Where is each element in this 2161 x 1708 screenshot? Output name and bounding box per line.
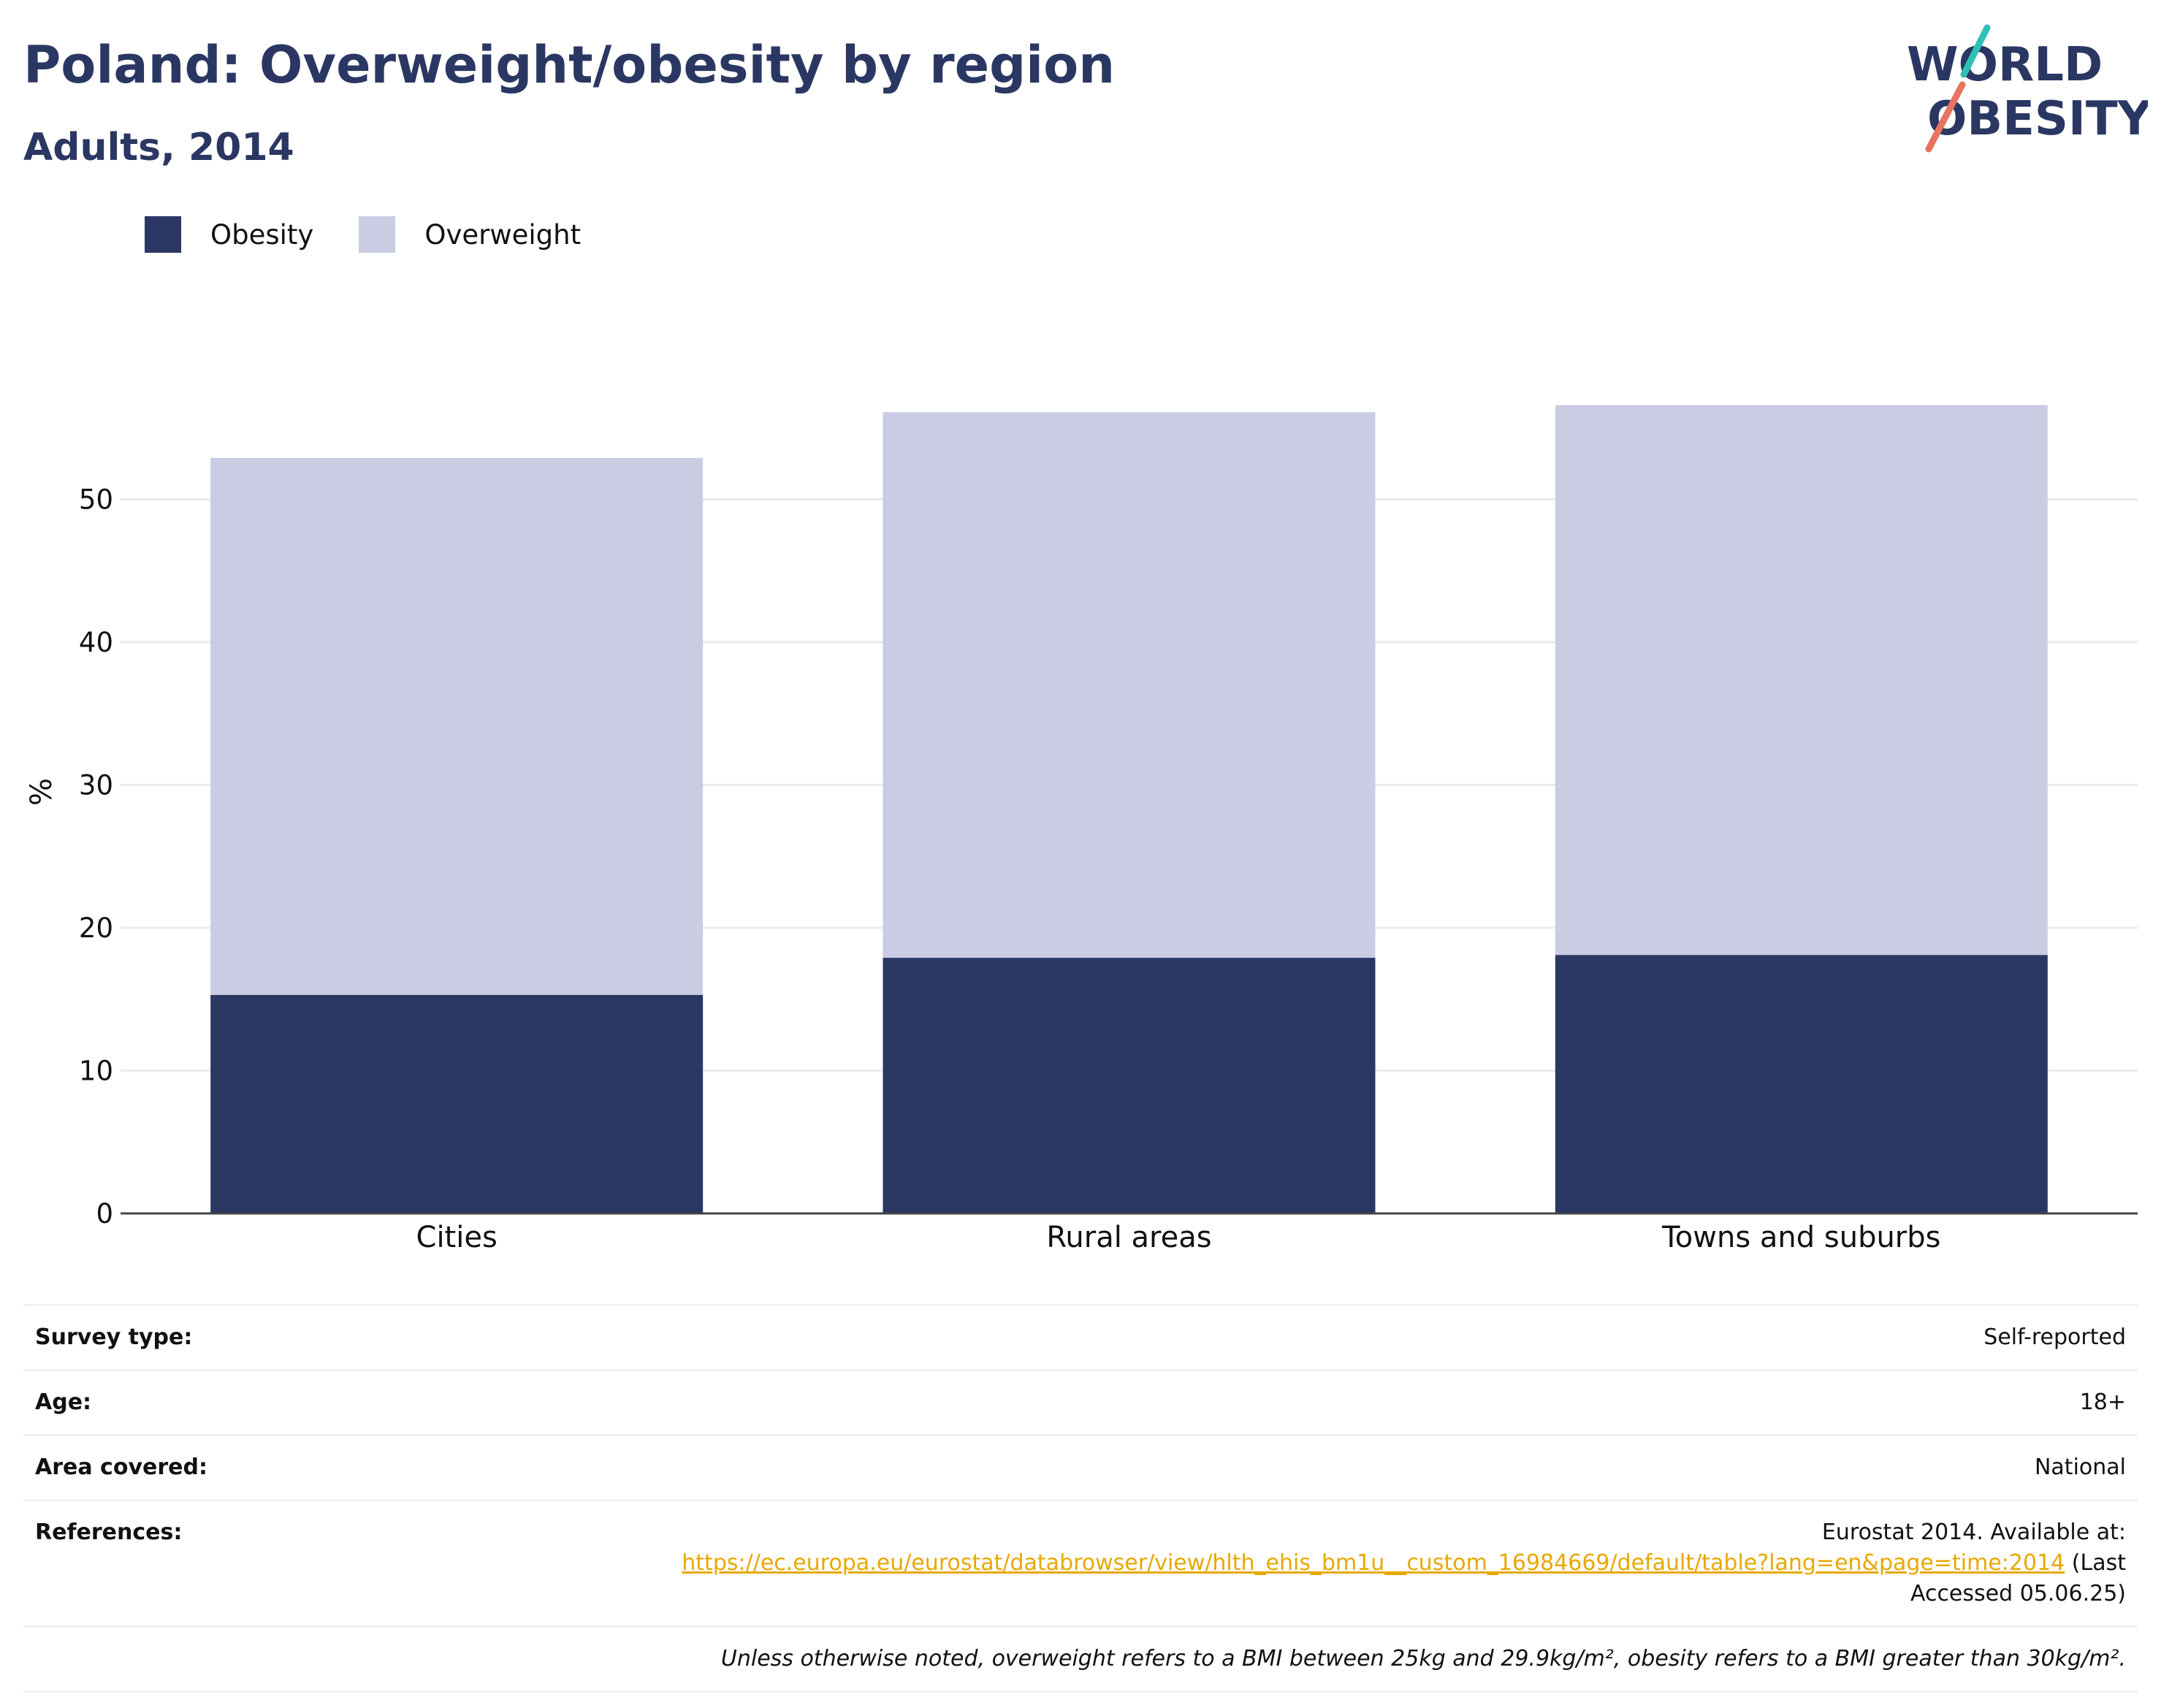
bar-overweight-1	[883, 412, 1376, 958]
logo-line1: WORLD	[1907, 38, 2103, 92]
page-subtitle: Adults, 2014	[23, 126, 294, 169]
references-link[interactable]: https://ec.europa.eu/eurostat/databrowse…	[682, 1550, 2065, 1576]
info-row-note: Unless otherwise noted, overweight refer…	[23, 1626, 2138, 1692]
legend-swatch-obesity	[145, 216, 181, 253]
x-tick-label-1: Rural areas	[1046, 1221, 1211, 1254]
bar-obesity-1	[883, 958, 1376, 1213]
references-label: References:	[35, 1520, 183, 1545]
y-tick-label-0: 0	[96, 1198, 113, 1229]
x-tick-label-2: Towns and suburbs	[1661, 1221, 1940, 1254]
survey-type-label: Survey type:	[35, 1324, 193, 1350]
survey-type-value: Self-reported	[1983, 1324, 2126, 1350]
legend-item-obesity[interactable]: Obesity	[145, 216, 313, 253]
logo-slash-teal	[1960, 24, 1991, 78]
page-title: Poland: Overweight/obesity by region	[23, 35, 1116, 95]
references-suffix: (Last	[2071, 1550, 2126, 1576]
y-tick-label-20: 20	[79, 912, 113, 944]
logo-slash-coral	[1925, 81, 1966, 153]
age-value: 18+	[2079, 1389, 2126, 1415]
bar-overweight-0	[210, 457, 704, 995]
y-tick-label-10: 10	[79, 1056, 113, 1087]
info-table: Survey type: Self-reported Age: 18+ Area…	[23, 1304, 2138, 1693]
info-row-survey-type: Survey type: Self-reported	[23, 1305, 2138, 1370]
legend-swatch-overweight	[359, 216, 396, 253]
y-tick-label-40: 40	[79, 627, 113, 658]
y-axis-label: %	[25, 778, 58, 806]
logo-line2: OBESITY	[1927, 92, 2148, 146]
bar-obesity-2	[1555, 955, 2048, 1213]
stacked-bar-chart: 0 10 20 30 40 50% Cities Rural areas Towns and s…	[25, 405, 2138, 1254]
legend-label-overweight: Overweight	[424, 218, 582, 251]
info-row-references: References: Eurostat 2014. Available at:…	[23, 1500, 2138, 1627]
info-row-area: Area covered: National	[23, 1435, 2138, 1501]
x-tick-label-0: Cities	[416, 1221, 498, 1254]
y-tick-label-50: 50	[79, 484, 113, 516]
age-label: Age:	[35, 1389, 92, 1415]
bmi-note: Unless otherwise noted, overweight refer…	[720, 1646, 2126, 1671]
world-obesity-logo: WORLD OBESITY	[1907, 24, 2148, 153]
legend-item-overweight[interactable]: Overweight	[359, 216, 581, 253]
references-text: Eurostat 2014. Available at:	[1821, 1520, 2126, 1545]
references-accessed: Accessed 05.06.25)	[1910, 1581, 2126, 1606]
area-value: National	[2034, 1455, 2126, 1480]
y-tick-label-30: 30	[79, 770, 113, 801]
bar-obesity-0	[210, 994, 704, 1213]
chart-legend: Obesity Overweight	[145, 216, 626, 253]
references-value: Eurostat 2014. Available at: https://ec.…	[354, 1501, 2138, 1627]
area-label: Area covered:	[35, 1455, 207, 1480]
info-row-age: Age: 18+	[23, 1370, 2138, 1436]
bar-overweight-2	[1555, 405, 2048, 956]
legend-label-obesity: Obesity	[210, 218, 314, 251]
